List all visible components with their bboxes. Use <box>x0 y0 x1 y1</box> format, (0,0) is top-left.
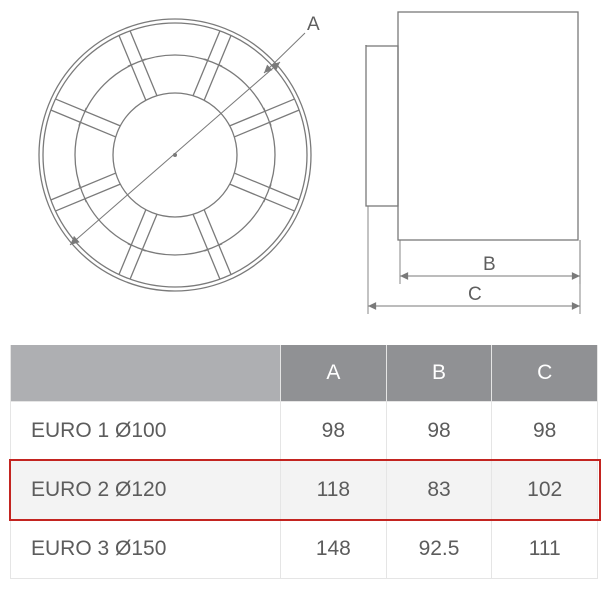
cell-b: 83 <box>386 461 492 520</box>
svg-text:C: C <box>468 284 482 305</box>
cell-b: 92.5 <box>386 520 492 579</box>
technical-diagram: A BC <box>0 0 607 330</box>
table-row: EURO 3 Ø15014892.5111 <box>11 520 598 579</box>
cell-c: 98 <box>492 402 598 461</box>
table-header-row: A B C <box>11 345 598 402</box>
row-label: EURO 1 Ø100 <box>11 402 281 461</box>
col-header-a: A <box>281 345 387 402</box>
cell-c: 102 <box>492 461 598 520</box>
dimensions-table: A B C EURO 1 Ø100989898EURO 2 Ø120118831… <box>10 345 598 579</box>
svg-text:A: A <box>307 14 320 35</box>
svg-text:B: B <box>483 254 496 275</box>
col-header-b: B <box>386 345 492 402</box>
table-row: EURO 1 Ø100989898 <box>11 402 598 461</box>
cell-b: 98 <box>386 402 492 461</box>
row-label: EURO 2 Ø120 <box>11 461 281 520</box>
table-row: EURO 2 Ø12011883102 <box>11 461 598 520</box>
row-label: EURO 3 Ø150 <box>11 520 281 579</box>
cell-a: 118 <box>281 461 387 520</box>
cell-a: 148 <box>281 520 387 579</box>
cell-c: 111 <box>492 520 598 579</box>
cell-a: 98 <box>281 402 387 461</box>
dimensions-table-container: A B C EURO 1 Ø100989898EURO 2 Ø120118831… <box>10 345 598 579</box>
col-header-blank <box>11 345 281 402</box>
col-header-c: C <box>492 345 598 402</box>
